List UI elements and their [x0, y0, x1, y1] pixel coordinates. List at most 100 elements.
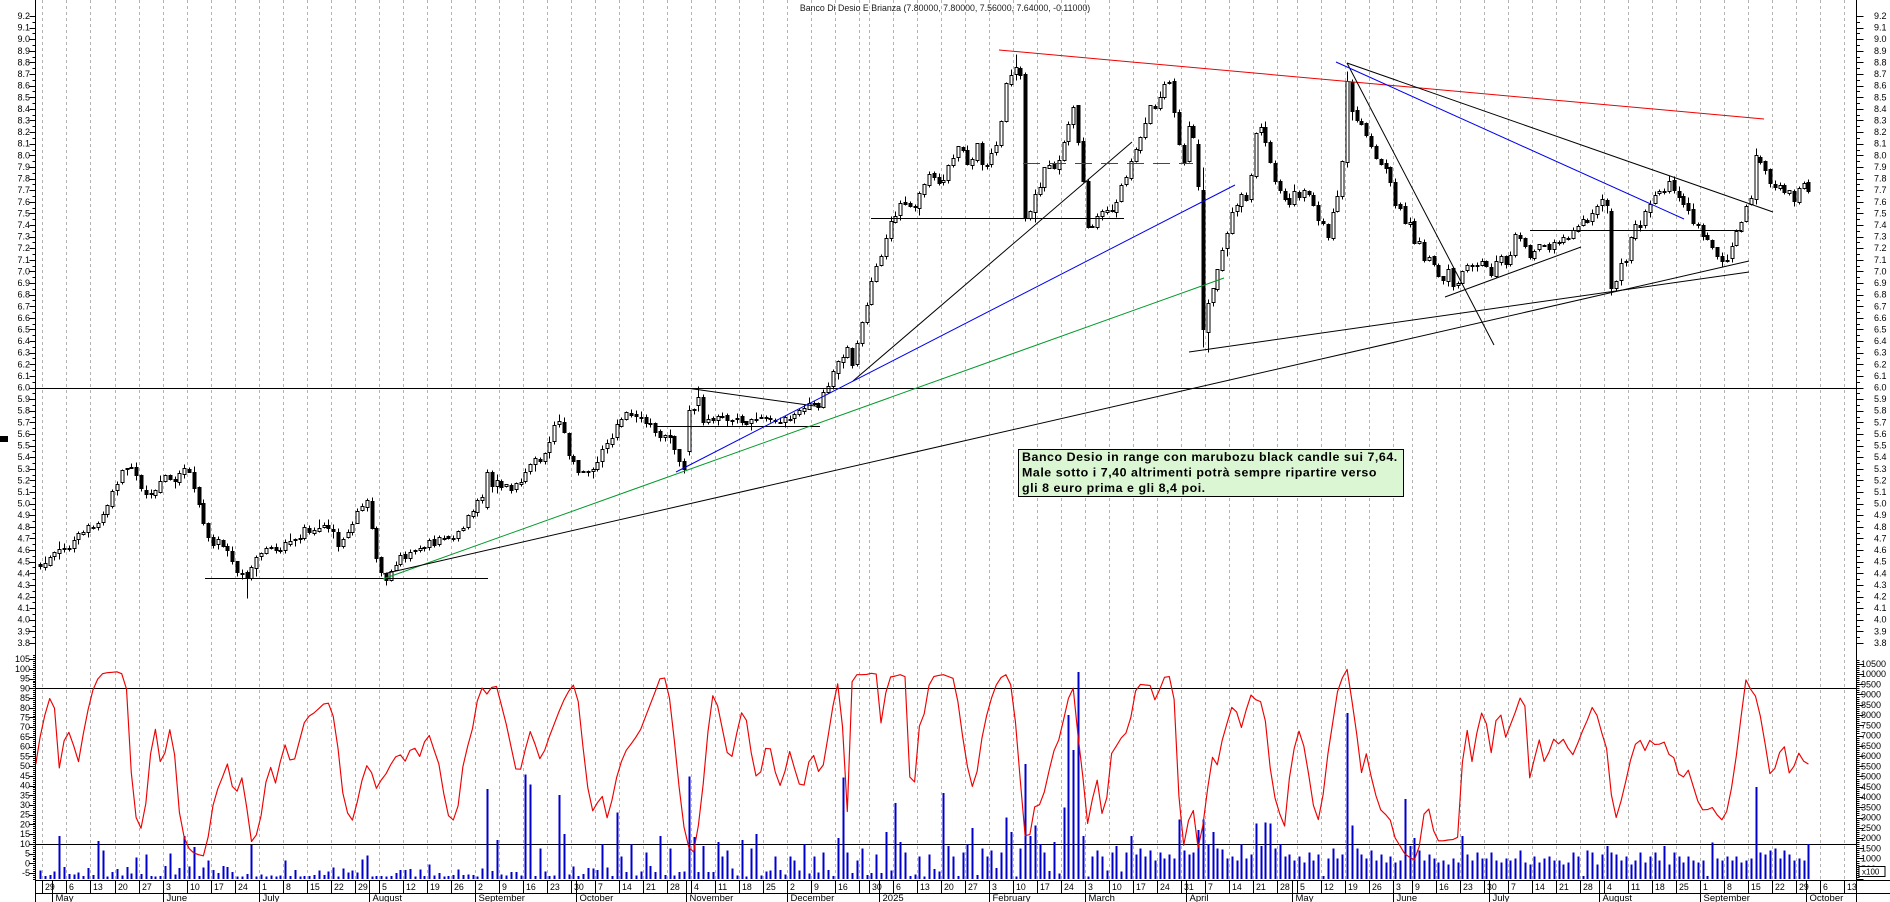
- svg-text:2025: 2025: [883, 893, 904, 902]
- svg-text:6: 6: [69, 882, 74, 892]
- svg-text:4.4: 4.4: [1874, 568, 1887, 578]
- svg-text:5.2: 5.2: [1874, 475, 1887, 485]
- svg-text:12: 12: [1324, 882, 1334, 892]
- svg-text:22: 22: [334, 882, 344, 892]
- svg-text:9.2: 9.2: [1874, 11, 1887, 21]
- svg-text:5000: 5000: [1861, 772, 1881, 782]
- svg-text:28: 28: [1280, 882, 1290, 892]
- svg-text:19: 19: [430, 882, 440, 892]
- svg-text:5.8: 5.8: [17, 406, 30, 416]
- svg-text:14: 14: [1232, 882, 1242, 892]
- svg-text:8.2: 8.2: [1874, 127, 1887, 137]
- svg-text:50: 50: [20, 761, 30, 771]
- svg-text:4.3: 4.3: [1874, 580, 1887, 590]
- svg-text:3.8: 3.8: [1874, 638, 1887, 648]
- svg-text:4.4: 4.4: [17, 568, 30, 578]
- svg-text:8.9: 8.9: [1874, 46, 1887, 56]
- svg-text:5.0: 5.0: [1874, 499, 1887, 509]
- svg-text:September: September: [479, 893, 525, 902]
- svg-text:June: June: [1397, 893, 1418, 902]
- svg-text:5.1: 5.1: [17, 487, 30, 497]
- svg-text:1: 1: [262, 882, 267, 892]
- svg-text:27: 27: [142, 882, 152, 892]
- svg-text:6.3: 6.3: [1874, 348, 1887, 358]
- svg-text:4.7: 4.7: [1874, 533, 1887, 543]
- svg-text:8.6: 8.6: [17, 81, 30, 91]
- svg-text:September: September: [1704, 893, 1750, 902]
- svg-text:8000: 8000: [1861, 710, 1881, 720]
- svg-text:5: 5: [1300, 882, 1305, 892]
- svg-text:4.9: 4.9: [1874, 510, 1887, 520]
- svg-text:7.4: 7.4: [17, 220, 30, 230]
- svg-text:7000: 7000: [1861, 731, 1881, 741]
- svg-text:6.6: 6.6: [17, 313, 30, 323]
- svg-text:6000: 6000: [1861, 751, 1881, 761]
- svg-text:10: 10: [20, 839, 30, 849]
- svg-text:6500: 6500: [1861, 741, 1881, 751]
- svg-text:5.4: 5.4: [1874, 452, 1887, 462]
- svg-text:4.9: 4.9: [17, 510, 30, 520]
- svg-text:6.6: 6.6: [1874, 313, 1887, 323]
- svg-text:6.1: 6.1: [1874, 371, 1887, 381]
- svg-text:6.9: 6.9: [17, 278, 30, 288]
- svg-text:4: 4: [1607, 882, 1612, 892]
- svg-text:25: 25: [20, 810, 30, 820]
- svg-text:4000: 4000: [1861, 792, 1881, 802]
- svg-text:December: December: [791, 893, 835, 902]
- svg-text:7.2: 7.2: [1874, 243, 1887, 253]
- svg-text:2000: 2000: [1861, 833, 1881, 843]
- svg-text:2: 2: [478, 882, 483, 892]
- svg-text:6.8: 6.8: [17, 290, 30, 300]
- svg-text:4.6: 4.6: [1874, 545, 1887, 555]
- svg-text:7.1: 7.1: [1874, 255, 1887, 265]
- svg-text:0: 0: [25, 858, 30, 868]
- svg-text:7: 7: [598, 882, 603, 892]
- svg-text:5.9: 5.9: [1874, 394, 1887, 404]
- svg-text:8.1: 8.1: [1874, 139, 1887, 149]
- svg-text:8.1: 8.1: [17, 139, 30, 149]
- svg-text:9: 9: [814, 882, 819, 892]
- svg-text:8.3: 8.3: [17, 115, 30, 125]
- svg-text:6.4: 6.4: [1874, 336, 1887, 346]
- svg-text:16: 16: [838, 882, 848, 892]
- svg-text:6.5: 6.5: [17, 324, 30, 334]
- svg-text:5.1: 5.1: [1874, 487, 1887, 497]
- svg-text:9: 9: [1415, 882, 1420, 892]
- svg-text:4.6: 4.6: [17, 545, 30, 555]
- svg-text:7.8: 7.8: [17, 174, 30, 184]
- svg-text:15: 15: [20, 829, 30, 839]
- svg-text:8.5: 8.5: [1874, 92, 1887, 102]
- svg-text:4.2: 4.2: [1874, 592, 1887, 602]
- svg-text:March: March: [1089, 893, 1115, 902]
- svg-text:6.7: 6.7: [1874, 301, 1887, 311]
- svg-text:7.1: 7.1: [17, 255, 30, 265]
- svg-text:8.8: 8.8: [17, 57, 30, 67]
- svg-text:9000: 9000: [1861, 690, 1881, 700]
- svg-text:4.0: 4.0: [1874, 615, 1887, 625]
- svg-text:7.2: 7.2: [17, 243, 30, 253]
- svg-text:6: 6: [896, 882, 901, 892]
- svg-text:7.7: 7.7: [17, 185, 30, 195]
- svg-text:17: 17: [1040, 882, 1050, 892]
- svg-text:25: 25: [1679, 882, 1689, 892]
- svg-text:4.8: 4.8: [1874, 522, 1887, 532]
- svg-text:7: 7: [1208, 882, 1213, 892]
- svg-text:November: November: [690, 893, 734, 902]
- svg-text:6.0: 6.0: [1874, 383, 1887, 393]
- svg-text:1500: 1500: [1861, 843, 1881, 853]
- svg-text:3: 3: [166, 882, 171, 892]
- svg-text:7.0: 7.0: [17, 266, 30, 276]
- svg-text:23: 23: [550, 882, 560, 892]
- svg-text:90: 90: [20, 683, 30, 693]
- svg-text:3500: 3500: [1861, 802, 1881, 812]
- svg-text:20: 20: [944, 882, 954, 892]
- svg-text:8.0: 8.0: [1874, 150, 1887, 160]
- svg-text:gli 8 euro prima e gli 8,4 poi: gli 8 euro prima e gli 8,4 poi.: [1022, 481, 1206, 495]
- svg-text:5.9: 5.9: [17, 394, 30, 404]
- svg-text:5.8: 5.8: [1874, 406, 1887, 416]
- svg-text:65: 65: [20, 732, 30, 742]
- svg-text:29: 29: [45, 882, 55, 892]
- svg-text:6: 6: [1823, 882, 1828, 892]
- svg-text:24: 24: [1064, 882, 1074, 892]
- svg-text:April: April: [1190, 893, 1209, 902]
